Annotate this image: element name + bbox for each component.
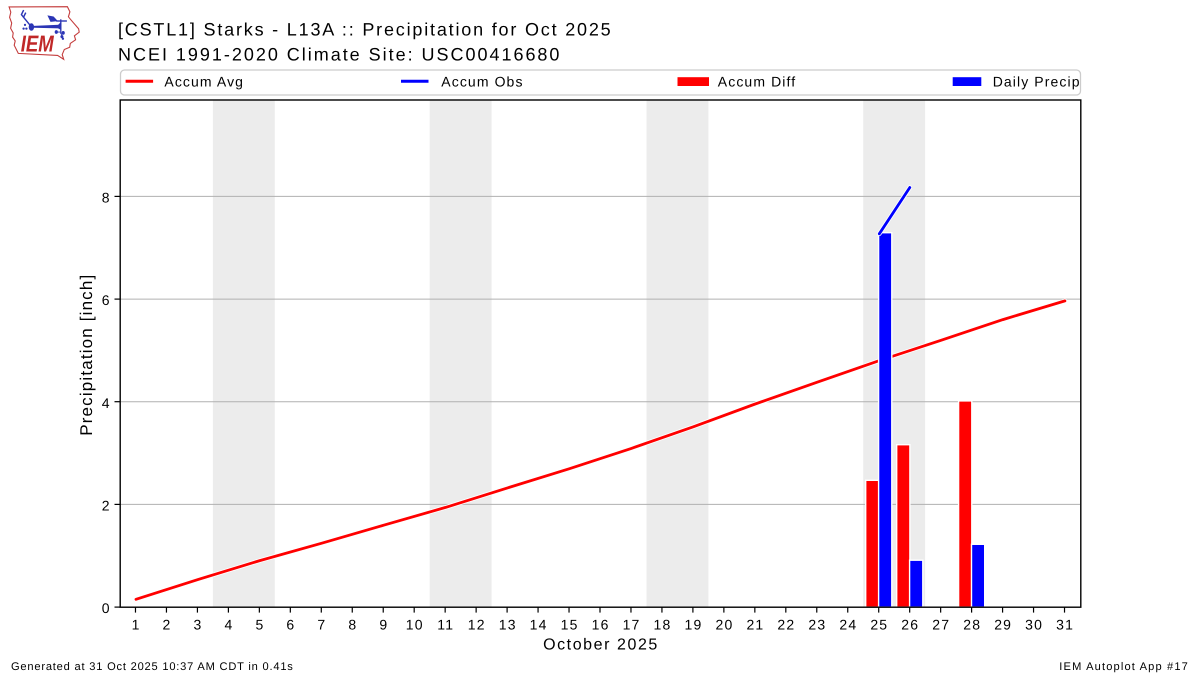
svg-text:26: 26 — [901, 616, 919, 632]
svg-text:13: 13 — [499, 616, 517, 632]
svg-text:IEM: IEM — [21, 30, 55, 56]
svg-text:18: 18 — [654, 616, 672, 632]
svg-text:11: 11 — [437, 616, 454, 632]
svg-text:8: 8 — [102, 190, 110, 206]
svg-text:[CSTL1] Starks - L13A :: Preci: [CSTL1] Starks - L13A :: Precipitation f… — [118, 19, 613, 39]
svg-text:12: 12 — [468, 616, 486, 632]
svg-text:6: 6 — [286, 616, 294, 632]
svg-text:14: 14 — [530, 616, 548, 632]
svg-text:Generated at 31 Oct 2025 10:37: Generated at 31 Oct 2025 10:37 AM CDT in… — [11, 661, 294, 673]
svg-text:16: 16 — [592, 616, 610, 632]
svg-text:Accum Avg: Accum Avg — [164, 73, 244, 89]
svg-text:20: 20 — [715, 616, 733, 632]
svg-text:17: 17 — [623, 616, 641, 632]
svg-text:Accum Diff: Accum Diff — [718, 73, 796, 89]
svg-text:6: 6 — [102, 292, 110, 308]
svg-text:Precipitation [inch]: Precipitation [inch] — [77, 274, 96, 436]
svg-text:29: 29 — [994, 616, 1012, 632]
svg-text:21: 21 — [746, 616, 764, 632]
svg-text:4: 4 — [224, 616, 232, 632]
svg-text:Accum Obs: Accum Obs — [441, 73, 523, 89]
svg-text:30: 30 — [1025, 616, 1043, 632]
svg-text:0: 0 — [102, 600, 110, 616]
svg-text:NCEI 1991-2020 Climate Site: U: NCEI 1991-2020 Climate Site: USC00416680 — [118, 44, 561, 64]
svg-text:15: 15 — [561, 616, 579, 632]
svg-text:2: 2 — [163, 616, 171, 632]
svg-text:7: 7 — [317, 616, 325, 632]
svg-text:October 2025: October 2025 — [543, 637, 659, 654]
svg-text:10: 10 — [406, 616, 424, 632]
svg-text:23: 23 — [808, 616, 826, 632]
svg-text:24: 24 — [839, 616, 857, 632]
svg-text:9: 9 — [379, 616, 387, 632]
svg-text:25: 25 — [870, 616, 888, 632]
svg-text:28: 28 — [963, 616, 981, 632]
svg-text:5: 5 — [255, 616, 263, 632]
svg-text:Daily Precip: Daily Precip — [993, 73, 1081, 89]
svg-text:31: 31 — [1056, 616, 1074, 632]
svg-text:22: 22 — [777, 616, 795, 632]
svg-text:8: 8 — [348, 616, 356, 632]
svg-text:2: 2 — [102, 498, 110, 514]
svg-text:4: 4 — [102, 395, 110, 411]
svg-text:27: 27 — [932, 616, 950, 632]
svg-text:1: 1 — [132, 616, 140, 632]
svg-text:3: 3 — [194, 616, 202, 632]
svg-text:IEM Autoplot App #17: IEM Autoplot App #17 — [1059, 661, 1189, 673]
svg-text:19: 19 — [685, 616, 703, 632]
